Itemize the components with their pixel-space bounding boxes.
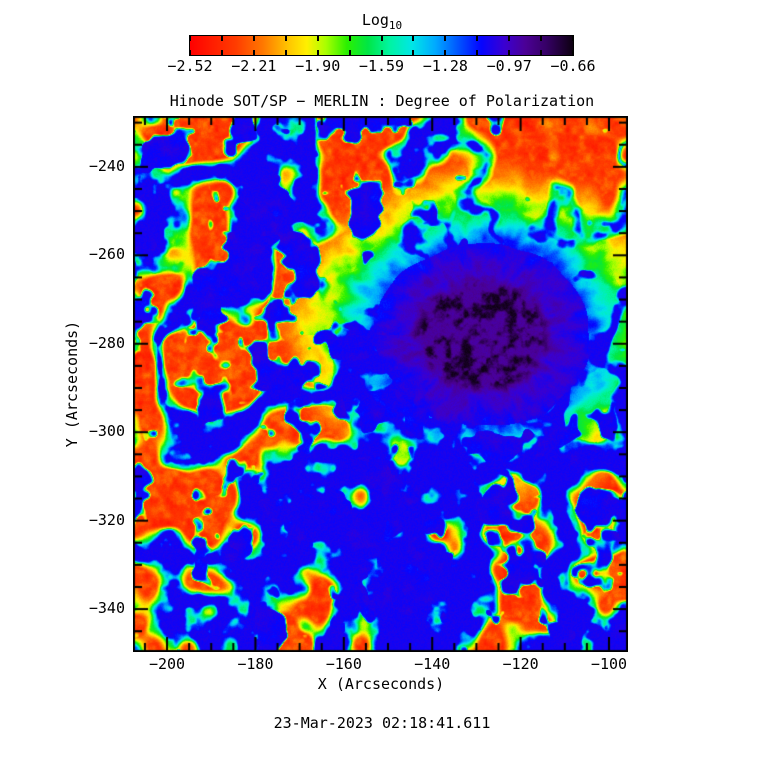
colorbar-tick [189,50,191,55]
x-tick-label: −180 [237,655,274,673]
chart-title: Hinode SOT/SP − MERLIN : Degree of Polar… [169,92,595,110]
colorbar-tick [284,36,287,41]
x-tick-label: −200 [148,655,186,673]
x-tick-label: −160 [325,655,362,673]
y-tick-label: −300 [88,422,125,441]
colorbar-tick [444,50,447,55]
colorbar-title-subscript: 10 [388,19,403,32]
colorbar-tick [476,36,479,41]
colorbar-tick [284,50,287,55]
colorbar-tick [476,50,479,55]
colorbar-tick [348,50,351,55]
y-tick-label: −260 [88,245,125,264]
colorbar-tick [380,36,383,41]
y-tick-label: −340 [88,599,125,618]
colorbar-tick [220,36,223,41]
colorbar-tick [316,36,319,41]
colorbar-tick [412,36,415,41]
colorbar-tick [380,50,383,55]
y-tick-label: −320 [88,510,125,529]
colorbar-tick-label: −2.21 [231,57,277,75]
colorbar-tick-label: −1.59 [358,57,405,75]
colorbar-tick [252,50,255,55]
colorbar-tick [572,36,574,41]
colorbar-title-text: Log [361,11,389,29]
colorbar-tick [444,36,447,41]
colorbar-tick-label: −0.97 [486,57,532,75]
x-tick-label: −140 [414,655,451,673]
colorbar-tick [220,50,223,55]
x-axis-label: X (Arcseconds) [317,675,445,693]
x-tick-label: −120 [502,655,539,673]
colorbar-tick [316,50,319,55]
timestamp: 23-Mar-2023 02:18:41.611 [273,714,491,732]
colorbar-tick-label: −0.66 [550,57,596,75]
colorbar-tick-label: −1.90 [295,57,341,75]
polarization-heatmap [133,116,628,652]
colorbar-tick [540,50,543,55]
y-tick-label: −280 [88,333,125,352]
colorbar-tick [508,50,511,55]
colorbar-title: Log10 [0,11,764,35]
colorbar-tick [572,50,574,55]
colorbar-tick [252,36,255,41]
colorbar-tick [412,50,415,55]
colorbar-tick [540,36,543,41]
colorbar [189,35,574,56]
colorbar-tick [189,36,191,41]
x-tick-label: −100 [590,655,628,673]
colorbar-tick-label: −2.52 [167,57,213,75]
colorbar-tick-label: −1.28 [422,57,468,75]
y-tick-label: −240 [88,156,125,175]
colorbar-tick [348,36,351,41]
colorbar-tick [508,36,511,41]
